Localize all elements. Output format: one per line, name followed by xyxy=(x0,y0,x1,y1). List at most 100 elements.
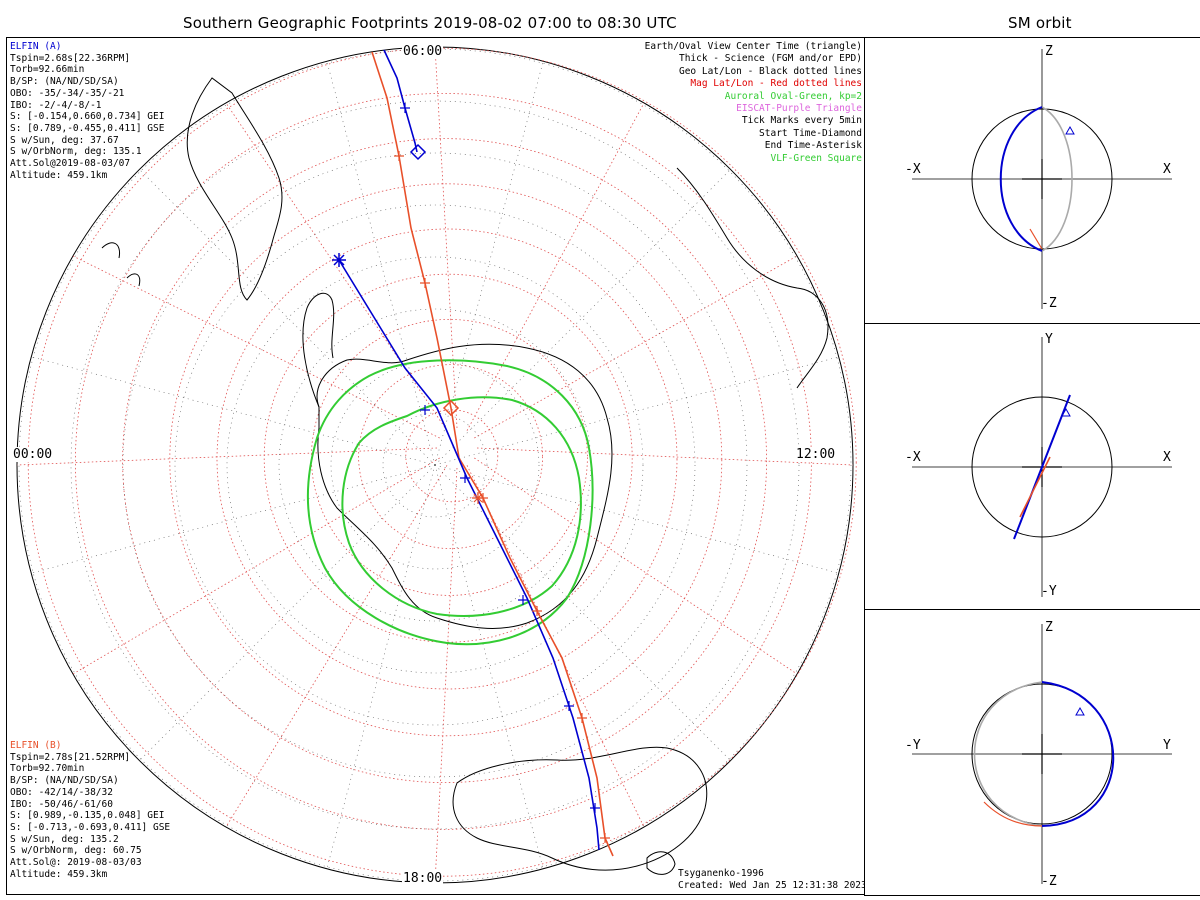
elfin-a-tick-mark xyxy=(400,103,410,113)
orbit-title: SM orbit xyxy=(1008,14,1072,32)
elfin-a-tick-mark xyxy=(460,473,470,483)
axis-label-pos-z: Z xyxy=(1045,44,1053,59)
elfin-b-info-line: Torb=92.70min xyxy=(10,763,85,775)
elfin-a-info-line: Tspin=2.68s[22.36RPM] xyxy=(10,52,131,64)
elfin-a-name: ELFIN (A) xyxy=(10,41,62,52)
elfin-a-tick-mark xyxy=(420,405,430,415)
elfin-a-info-line: Att.Sol@2019-08-03/07 xyxy=(10,158,131,170)
geo-longitude-line xyxy=(139,464,436,761)
elfin-a-tick-mark xyxy=(590,803,600,813)
legend-entry: Geo Lat/Lon - Black dotted lines xyxy=(678,65,862,77)
elfin-a-view-triangle xyxy=(1061,407,1071,417)
hour-label-bottom: 18:00 xyxy=(402,871,444,886)
mag-latitude-circle xyxy=(405,409,499,503)
orbit-plot-yz xyxy=(912,624,1172,884)
legend-entry: End Time-Asterisk xyxy=(764,140,862,152)
mag-latitude-circle xyxy=(216,228,678,690)
main-title: Southern Geographic Footprints 2019-08-0… xyxy=(183,14,677,32)
elfin-a-info-line: IBO: -2/-4/-8/-1 xyxy=(10,99,102,111)
legend-entry: Thick - Science (FGM and/or EPD) xyxy=(678,53,862,65)
orbit-plot-xy xyxy=(912,337,1172,597)
axis-label-neg-y: -Y xyxy=(905,738,921,753)
auroral-oval-outer xyxy=(306,359,594,646)
elfin-b-info: ELFIN (B) Tspin=2.78s[21.52RPM] Torb=92.7… xyxy=(10,740,170,880)
elfin-b-info-line: Tspin=2.78s[21.52RPM] xyxy=(10,751,131,763)
island-coastline xyxy=(101,242,141,287)
elfin-a-orbit xyxy=(1013,394,1071,540)
elfin-b-orbit xyxy=(1029,228,1043,250)
axis-label-neg-z: -Z xyxy=(1041,874,1057,889)
africa-coastline xyxy=(676,167,829,389)
south-america-coastline xyxy=(186,77,283,301)
mag-longitude-line xyxy=(474,255,798,439)
elfin-a-trajectory-start xyxy=(383,49,418,153)
geo-longitude-line xyxy=(434,464,731,761)
mag-longitude-line xyxy=(225,102,448,431)
axis-label-pos-x: X xyxy=(1163,450,1171,465)
elfin-b-info-line: S w/Sun, deg: 135.2 xyxy=(10,833,119,845)
mag-longitude-line xyxy=(434,46,458,429)
elfin-b-orbit xyxy=(1019,456,1051,518)
mag-longitude-line xyxy=(474,457,798,675)
elfin-b-tick-mark xyxy=(394,151,404,161)
mag-longitude-line xyxy=(72,255,440,439)
elfin-a-info-line: S: [0.789,-0.455,0.411] GSE xyxy=(10,122,165,134)
elfin-b-tick-mark xyxy=(532,606,542,616)
mag-longitude-line xyxy=(466,102,645,431)
legend-entry: Mag Lat/Lon - Red dotted lines xyxy=(690,78,862,90)
mag-latitude-circle xyxy=(74,92,812,830)
elfin-a-trajectory xyxy=(338,259,600,851)
orbit-panel-yz: -Y Y Z -Z xyxy=(864,609,1200,896)
geo-latitude-circle xyxy=(70,100,800,830)
axis-label-pos-y: Y xyxy=(1163,738,1171,753)
elfin-b-trajectory xyxy=(371,51,614,857)
geo-latitude-circle xyxy=(18,48,852,882)
elfin-b-orbit xyxy=(983,801,1043,827)
elfin-a-tick-mark xyxy=(518,595,528,605)
elfin-b-tick-mark xyxy=(577,713,587,723)
elfin-a-view-triangle xyxy=(1075,706,1085,716)
hour-label-right: 12:00 xyxy=(795,447,837,462)
geo-latitude-circle xyxy=(330,360,540,570)
axis-label-neg-z: -Z xyxy=(1041,296,1057,311)
footprint-map xyxy=(16,46,857,884)
legend-entry: Auroral Oval-Green, kp=2 xyxy=(724,90,862,102)
geo-longitude-line xyxy=(326,464,436,869)
legend-entry: VLF-Green Square xyxy=(770,152,862,164)
mag-latitude-circle xyxy=(122,138,768,784)
elfin-b-info-line: OBO: -42/14/-38/32 xyxy=(10,786,113,798)
orbit-plot-xz xyxy=(912,49,1172,309)
orbit-panel-xz: -X X Z -Z xyxy=(864,37,1200,325)
hour-label-top: 06:00 xyxy=(402,44,444,59)
elfin-a-info-line: Altitude: 459.1km xyxy=(10,169,108,181)
mag-longitude-line xyxy=(225,465,448,828)
model-name: Tsyganenko-1996 xyxy=(678,868,764,879)
elfin-a-info-line: S: [-0.154,0.660,0.734] GEI xyxy=(10,111,165,123)
elfin-a-start-diamond xyxy=(409,143,427,161)
antarctica-coastline xyxy=(316,343,613,629)
geo-longitude-line xyxy=(434,61,544,466)
mag-longitude-line xyxy=(476,447,854,466)
orbit-limb-arc xyxy=(1041,106,1073,252)
elfin-a-info-line: Torb=92.66min xyxy=(10,64,85,76)
hour-label-left: 00:00 xyxy=(12,447,54,462)
mag-latitude-circle xyxy=(358,364,544,550)
geo-longitude-line xyxy=(434,464,839,574)
orbit-panel-xy: -X X Y -Y xyxy=(864,323,1200,611)
auroral-oval-inner xyxy=(341,396,582,617)
map-legend: Earth/Oval View Center Time (triangle) Th… xyxy=(645,41,862,165)
elfin-b-tick-mark xyxy=(420,278,430,288)
elfin-a-view-triangle xyxy=(1065,125,1075,135)
elfin-b-marker xyxy=(472,492,484,504)
elfin-b-start-diamond xyxy=(442,399,460,417)
elfin-a-tick-mark xyxy=(564,701,574,711)
mag-latitude-circle xyxy=(263,273,633,643)
elfin-b-info-line: Altitude: 459.3km xyxy=(10,868,108,880)
australia-coastline xyxy=(452,746,708,871)
tasmania-coastline xyxy=(646,851,676,875)
axis-label-pos-z: Z xyxy=(1045,620,1053,635)
elfin-a-info-line: S w/Sun, deg: 37.67 xyxy=(10,134,119,146)
geo-longitude-line xyxy=(31,464,436,574)
elfin-b-info-line: S: [0.989,-0.135,0.048] GEI xyxy=(10,810,165,822)
elfin-b-name: ELFIN (B) xyxy=(10,740,62,751)
